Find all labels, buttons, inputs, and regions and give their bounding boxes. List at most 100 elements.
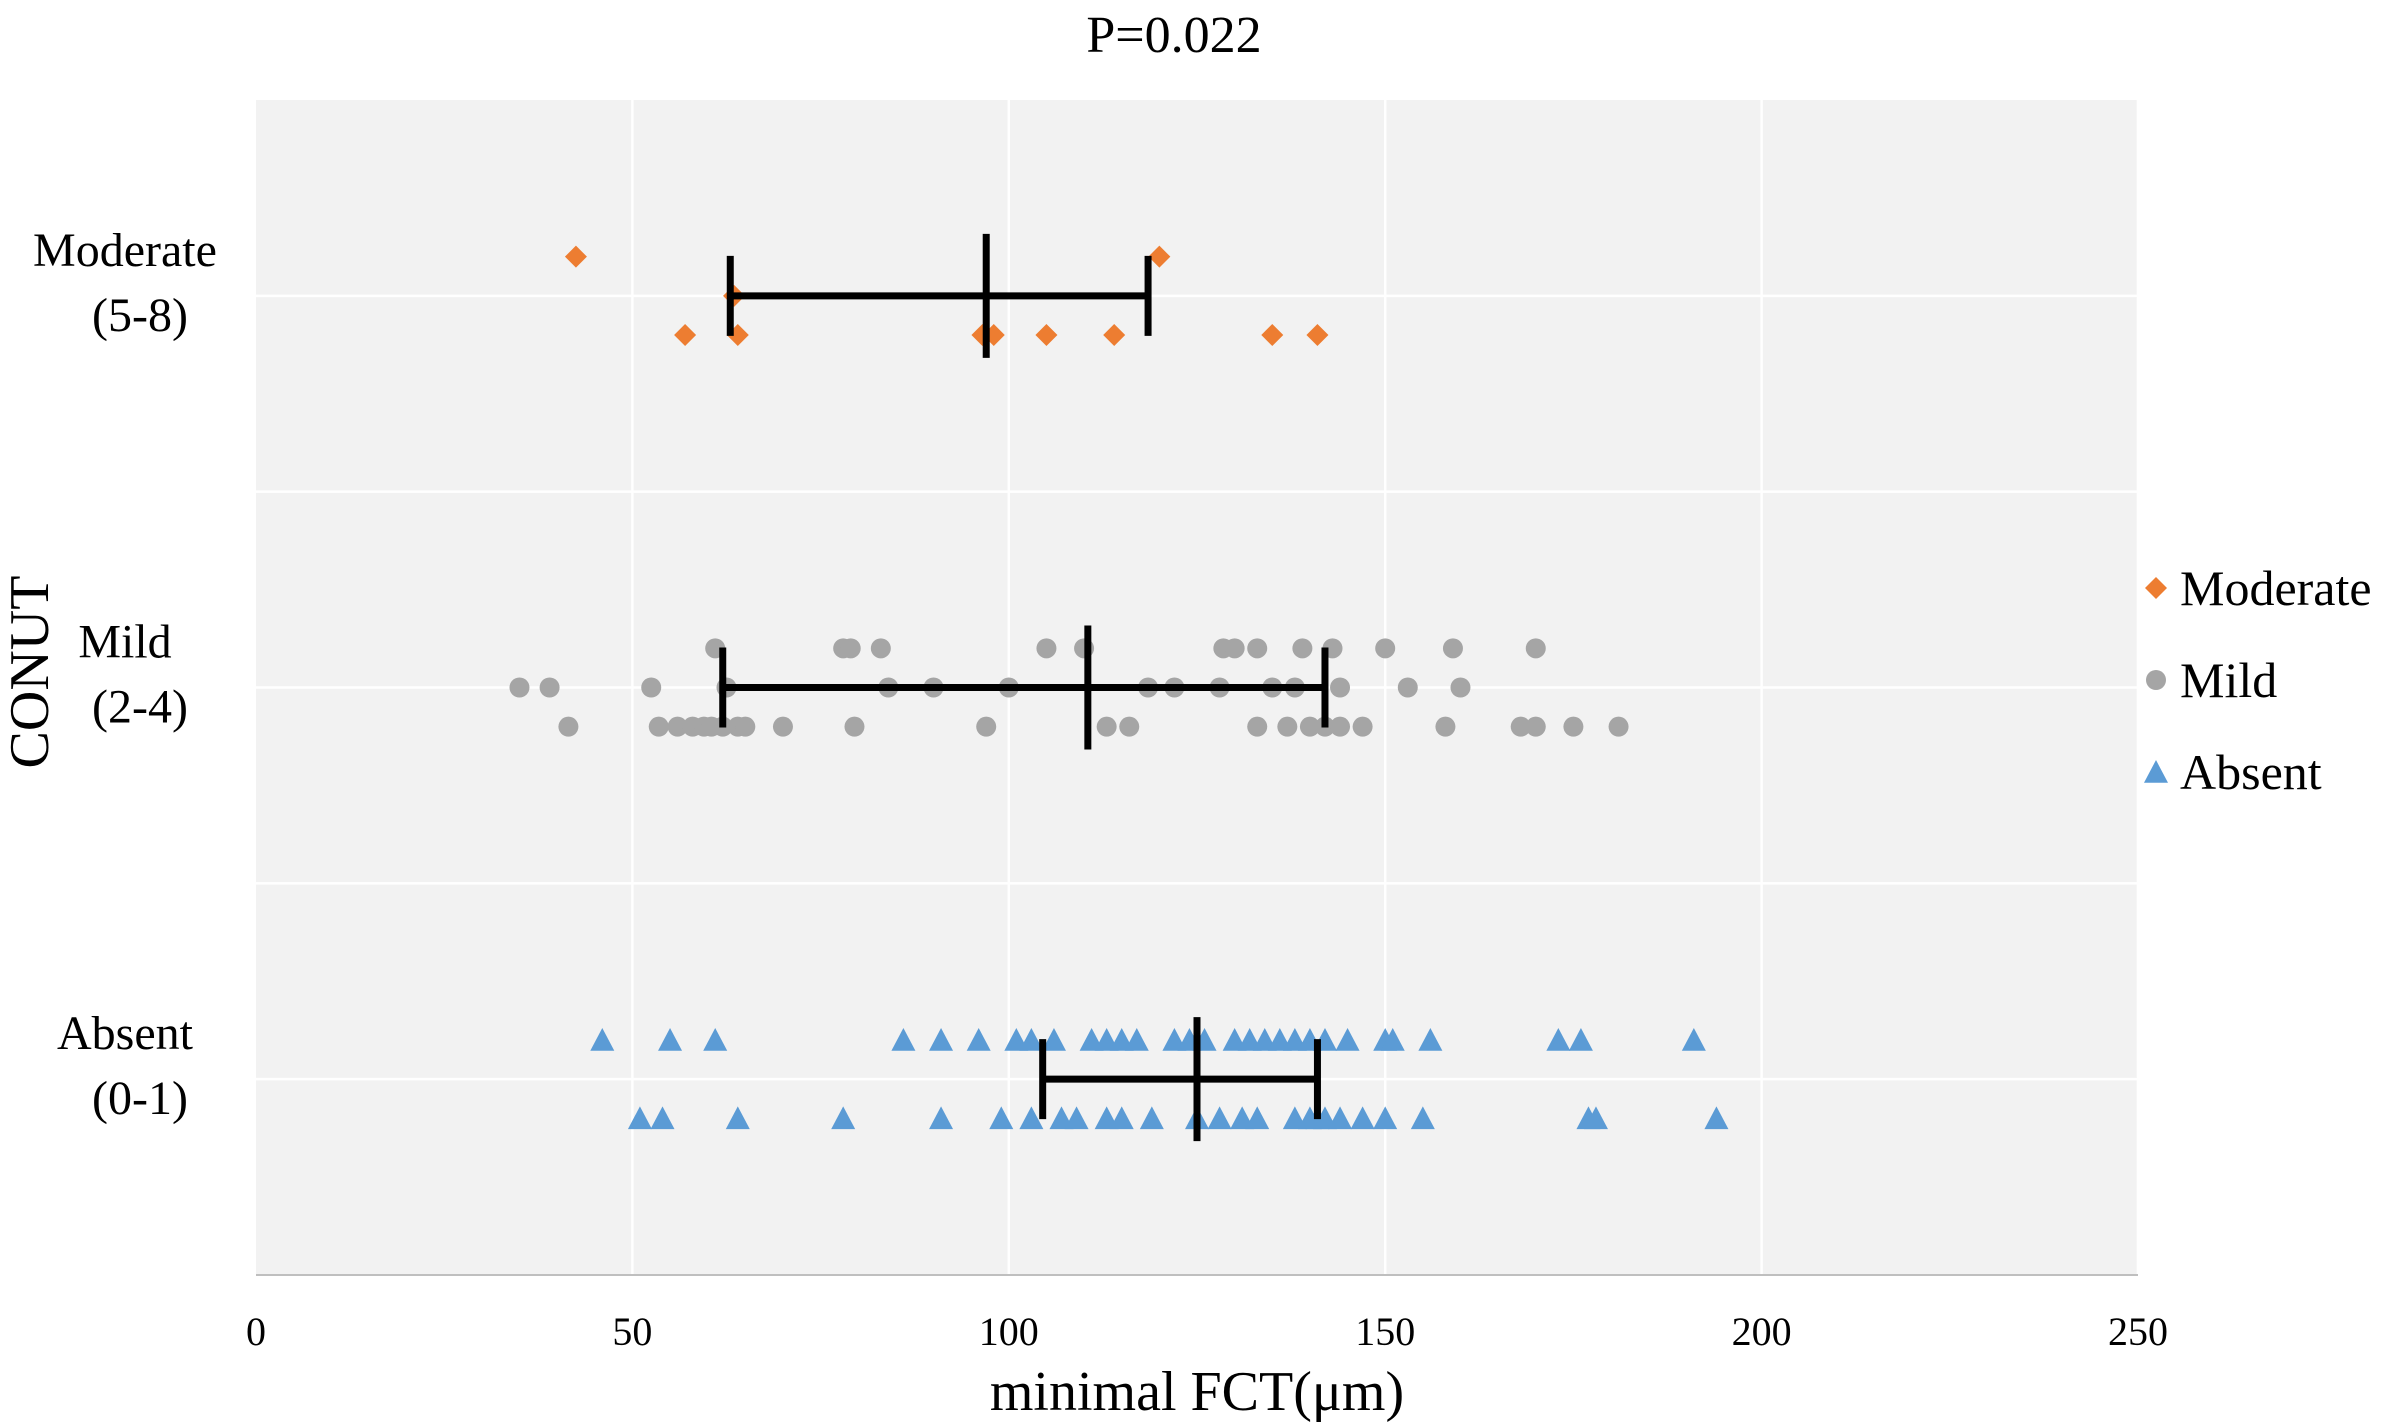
absent-point	[1380, 1028, 1405, 1051]
absent-point	[627, 1106, 652, 1130]
mild-point	[641, 677, 662, 698]
absent-point	[1312, 1106, 1337, 1130]
mild-point	[1247, 716, 1268, 737]
absent-point	[1064, 1106, 1089, 1130]
absent-point	[891, 1028, 916, 1051]
moderate-point	[1148, 245, 1171, 268]
y-category-label: Moderate	[33, 224, 217, 277]
mild-point	[1119, 716, 1140, 737]
mild-point	[1450, 677, 1471, 698]
mild-point	[1525, 638, 1546, 659]
absent-point	[1282, 1106, 1307, 1130]
absent-point	[1109, 1106, 1134, 1130]
absent-point	[989, 1106, 1014, 1130]
absent-point	[1245, 1106, 1270, 1130]
mild-point	[1096, 716, 1117, 737]
mild-point	[1375, 638, 1396, 659]
legend-label-moderate: Moderate	[2180, 560, 2372, 616]
mild-point	[558, 716, 579, 737]
absent-point	[966, 1028, 991, 1051]
mild-point	[539, 677, 560, 698]
moderate-point	[564, 245, 587, 268]
absent-point	[1222, 1028, 1247, 1051]
absent-point	[929, 1028, 954, 1051]
absent-point	[831, 1106, 856, 1130]
absent-point	[1410, 1106, 1435, 1130]
absent-point	[929, 1106, 954, 1130]
legend-marker-mild	[2146, 670, 2166, 690]
absent-point	[1704, 1106, 1729, 1130]
mild-point	[1563, 716, 1584, 737]
absent-point	[1335, 1028, 1360, 1051]
moderate-point	[674, 324, 697, 346]
y-category-sublabel: (0-1)	[92, 1072, 188, 1125]
absent-point	[1328, 1106, 1353, 1130]
absent-point	[1681, 1028, 1706, 1051]
absent-point	[1230, 1106, 1255, 1130]
absent-point	[1267, 1028, 1292, 1051]
absent-point	[1124, 1028, 1149, 1051]
summary-bars	[719, 233, 1329, 1142]
absent-point	[1094, 1028, 1119, 1051]
mild-point	[1277, 716, 1298, 737]
absent-point	[1350, 1106, 1375, 1130]
x-axis-title: minimal FCT(μm)	[990, 1361, 1404, 1423]
absent-point	[1546, 1028, 1571, 1051]
absent-point	[725, 1106, 750, 1130]
absent-point	[1079, 1028, 1104, 1051]
absent-point	[1004, 1028, 1029, 1051]
moderate-point	[1261, 324, 1284, 346]
absent-point	[1207, 1106, 1232, 1130]
absent-point	[1139, 1106, 1164, 1130]
absent-point	[1282, 1028, 1307, 1051]
mild-point	[1299, 716, 1320, 737]
y-category-label: Absent	[57, 1007, 194, 1060]
absent-point	[1162, 1028, 1187, 1051]
mild-point	[648, 716, 669, 737]
mild-point	[1525, 716, 1546, 737]
x-tick-label: 0	[246, 1309, 266, 1354]
absent-point	[650, 1106, 675, 1130]
moderate-point	[1103, 324, 1126, 346]
x-tick-label: 250	[2108, 1309, 2168, 1354]
mild-point	[1224, 638, 1245, 659]
data-points	[509, 245, 1729, 1130]
mild-point	[840, 638, 861, 659]
absent-point	[1019, 1106, 1044, 1130]
absent-point	[590, 1028, 615, 1051]
legend: Moderate Mild Absent	[2144, 560, 2372, 800]
x-tick-label: 150	[1355, 1309, 1415, 1354]
y-category-sublabel: (2-4)	[92, 681, 188, 734]
legend-label-absent: Absent	[2180, 744, 2322, 800]
moderate-point	[1035, 324, 1058, 346]
absent-point	[1094, 1106, 1119, 1130]
mild-point	[1435, 716, 1456, 737]
mild-point	[1510, 716, 1531, 737]
mild-point	[1352, 716, 1373, 737]
absent-point	[1049, 1106, 1074, 1130]
y-category-labels: Absent (0-1) Mild (2-4) Moderate (5-8)	[33, 224, 217, 1125]
mild-point	[509, 677, 530, 698]
mild-point	[1292, 638, 1313, 659]
absent-point	[1252, 1028, 1277, 1051]
y-category-sublabel: (5-8)	[92, 289, 188, 342]
absent-point	[1041, 1028, 1066, 1051]
absent-point	[1373, 1106, 1398, 1130]
absent-point	[1583, 1106, 1608, 1130]
mild-point	[976, 716, 997, 737]
mild-point	[1247, 638, 1268, 659]
mild-point	[735, 716, 756, 737]
x-tick-labels: 0 50 100 150 200 250	[246, 1309, 2168, 1354]
y-category-label: Mild	[78, 616, 171, 669]
absent-point	[1109, 1028, 1134, 1051]
mild-point	[1330, 677, 1351, 698]
y-axis-title: CONUT	[0, 576, 61, 769]
legend-marker-moderate	[2145, 577, 2167, 599]
legend-label-mild: Mild	[2180, 652, 2277, 708]
absent-point	[1568, 1028, 1593, 1051]
mild-point	[1608, 716, 1629, 737]
absent-point	[658, 1028, 683, 1051]
x-tick-label: 100	[979, 1309, 1039, 1354]
mild-point	[1330, 716, 1351, 737]
